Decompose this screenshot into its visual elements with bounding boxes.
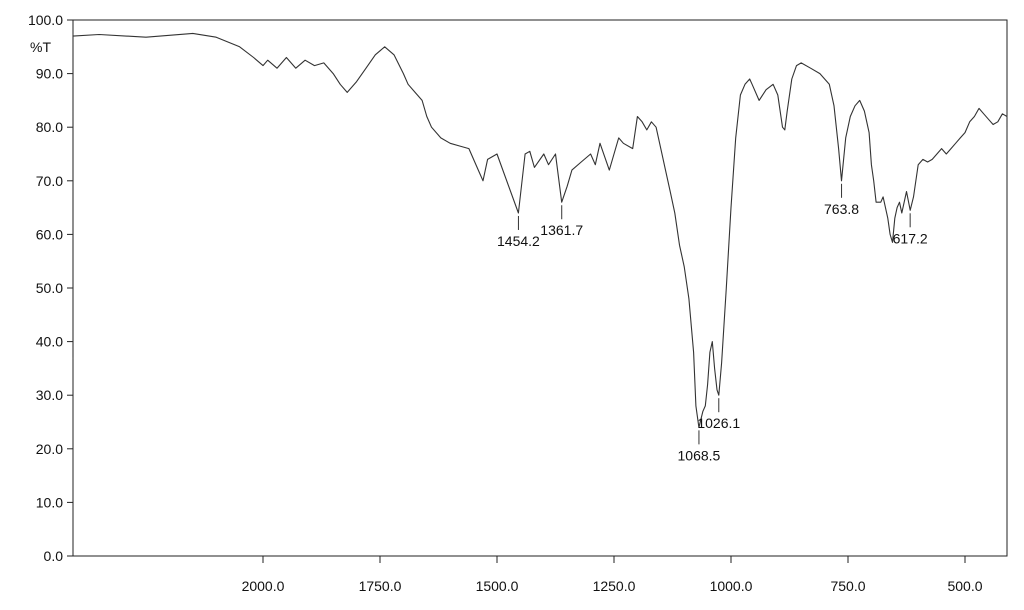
y-tick-label: 30.0: [36, 387, 63, 403]
y-axis-label: %T: [30, 39, 51, 55]
x-tick-label: 750.0: [830, 578, 865, 594]
y-tick-label: 90.0: [36, 66, 63, 82]
plot-frame: [72, 19, 1008, 557]
x-tick-label: 1750.0: [359, 578, 402, 594]
y-tick-label: 20.0: [36, 441, 63, 457]
peak-label: 1026.1: [697, 415, 740, 431]
peak-label: 1454.2: [497, 233, 540, 249]
peak-label: 617.2: [893, 230, 928, 246]
series-layer: [72, 32, 1008, 428]
y-tick-label: 60.0: [36, 226, 63, 242]
peak-annotations: 3336.62889.21454.21361.71068.51026.1763.…: [497, 183, 928, 463]
x-axis: 3250.02000.01750.01500.01250.01000.0750.…: [242, 556, 983, 594]
peak-label: 763.8: [824, 201, 859, 217]
x-tick-label: 1000.0: [710, 578, 753, 594]
y-tick-label: 10.0: [36, 494, 63, 510]
y-tick-label: 40.0: [36, 334, 63, 350]
x-tick-label: 500.0: [947, 578, 982, 594]
y-tick-label: 80.0: [36, 119, 63, 135]
y-tick-label: 0.0: [44, 548, 64, 564]
spectrum-line: [72, 32, 1008, 428]
peak-label: 1068.5: [678, 447, 721, 463]
y-tick-label: 70.0: [36, 173, 63, 189]
y-tick-label: 50.0: [36, 280, 63, 296]
x-tick-label: 2000.0: [242, 578, 285, 594]
x-tick-label: 1500.0: [476, 578, 519, 594]
x-tick-label: 1250.0: [593, 578, 636, 594]
y-tick-label: 100.0: [28, 12, 63, 28]
peak-label: 1361.7: [540, 222, 583, 238]
y-axis: 0.0 10.0 20.0 30.0 40.0 50.0 60.0 70.0 80.0 90.0 1…: [28, 12, 73, 564]
